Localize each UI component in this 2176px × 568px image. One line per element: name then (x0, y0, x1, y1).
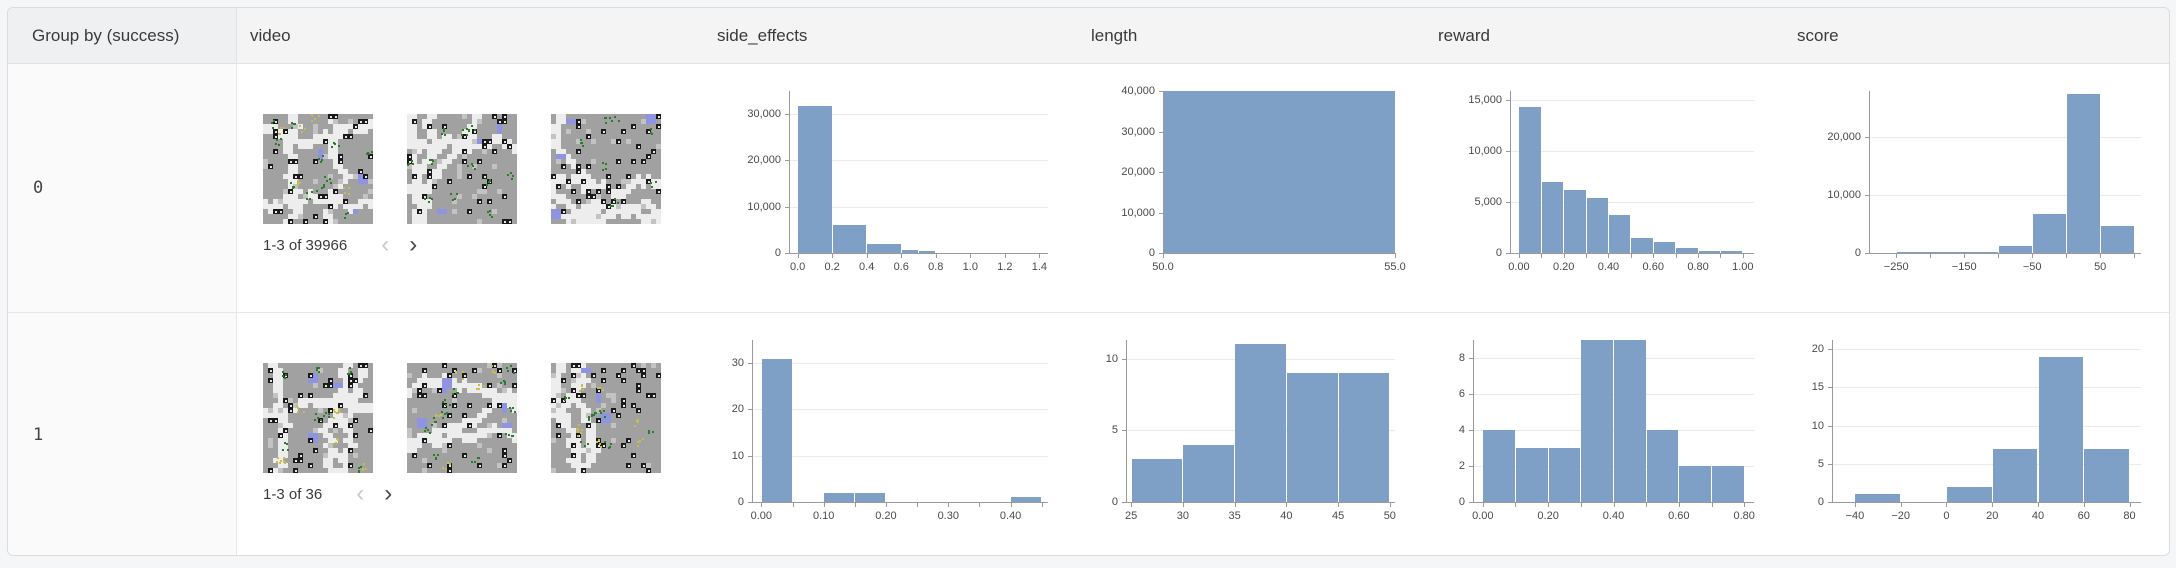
pagination-label: 1-3 of 36 (263, 486, 323, 503)
column-header-reward[interactable]: reward (1438, 25, 1490, 45)
video-cell: 1-3 of 39966 ‹ › (237, 64, 704, 312)
column-header-group-by-success[interactable]: Group by (success) (8, 8, 237, 63)
video-thumbnails (263, 363, 704, 473)
reward-cell: 0 5,000 10,000 15,000 0.00 0.20 0.40 0.60 0.80 1.… (1425, 64, 1784, 312)
video-thumbnail[interactable] (551, 363, 661, 473)
video-thumbnails (263, 114, 704, 224)
histogram-side-effects: 0 10,000 20,000 30,000 0.0 0.2 0.4 0.6 0.8 1.0 1.2… (704, 91, 1078, 277)
column-header-length[interactable]: length (1091, 25, 1138, 45)
group-value: 0 (33, 178, 44, 198)
prev-page-icon[interactable]: ‹ (356, 479, 365, 507)
length-cell: 0 10,000 20,000 30,000 40,000 50.0 55.0 (1078, 64, 1425, 312)
table-row-group-1: 1 1-3 of 36 ‹ › 0 10 20 30 0.00 0.10 0.20 0.30 0… (8, 312, 2169, 555)
reward-cell: 0 2 4 6 8 0.00 0.20 0.40 0.60 0.80 (1425, 313, 1784, 555)
histogram-score: 0 5 10 15 20 −40 −20 0 20 40 60 80 (1784, 340, 2169, 526)
score-cell: 0 10,000 20,000 −250 −150 −50 50 (1784, 64, 2169, 312)
score-cell: 0 5 10 15 20 −40 −20 0 20 40 60 80 (1784, 313, 2169, 555)
group-value-cell: 0 (8, 64, 237, 312)
column-header-side-effects[interactable]: side_effects (717, 25, 808, 45)
video-thumbnail[interactable] (407, 363, 517, 473)
histogram-side-effects: 0 10 20 30 0.00 0.10 0.20 0.30 0.40 (704, 340, 1078, 526)
video-thumbnail[interactable] (407, 114, 517, 224)
video-thumbnail[interactable] (551, 114, 661, 224)
column-header-video[interactable]: video (250, 25, 291, 45)
length-cell: 0 5 10 25 30 35 40 45 50 (1078, 313, 1425, 555)
grouped-runs-table: Group by (success) video side_effects le… (7, 7, 2170, 556)
video-thumbnail[interactable] (263, 363, 373, 473)
group-value: 1 (33, 425, 44, 445)
video-cell: 1-3 of 36 ‹ › (237, 313, 704, 555)
side-effects-cell: 0 10 20 30 0.00 0.10 0.20 0.30 0.40 (704, 313, 1078, 555)
histogram-reward: 0 5,000 10,000 15,000 0.00 0.20 0.40 0.60 0.80 1.… (1425, 91, 1784, 277)
video-pagination: 1-3 of 39966 ‹ › (263, 230, 704, 258)
video-thumbnail[interactable] (263, 114, 373, 224)
histogram-length: 0 5 10 25 30 35 40 45 50 (1078, 340, 1425, 526)
histogram-reward: 0 2 4 6 8 0.00 0.20 0.40 0.60 0.80 (1425, 340, 1784, 526)
pagination-label: 1-3 of 39966 (263, 237, 348, 254)
histogram-length: 0 10,000 20,000 30,000 40,000 50.0 55.0 (1121, 85, 1406, 273)
video-pagination: 1-3 of 36 ‹ › (263, 479, 704, 507)
next-page-icon[interactable]: › (409, 230, 418, 258)
table-header-row: Group by (success) video side_effects le… (8, 8, 2169, 64)
column-header-score[interactable]: score (1797, 25, 1839, 45)
group-value-cell: 1 (8, 313, 237, 555)
table-row-group-0: 0 1-3 of 39966 ‹ › 0 10,000 20,000 30,000 0.… (8, 64, 2169, 312)
side-effects-cell: 0 10,000 20,000 30,000 0.0 0.2 0.4 0.6 0.8 1.0 1.2… (704, 64, 1078, 312)
prev-page-icon[interactable]: ‹ (381, 230, 390, 258)
next-page-icon[interactable]: › (384, 479, 393, 507)
histogram-score: 0 10,000 20,000 −250 −150 −50 50 (1784, 91, 2169, 277)
